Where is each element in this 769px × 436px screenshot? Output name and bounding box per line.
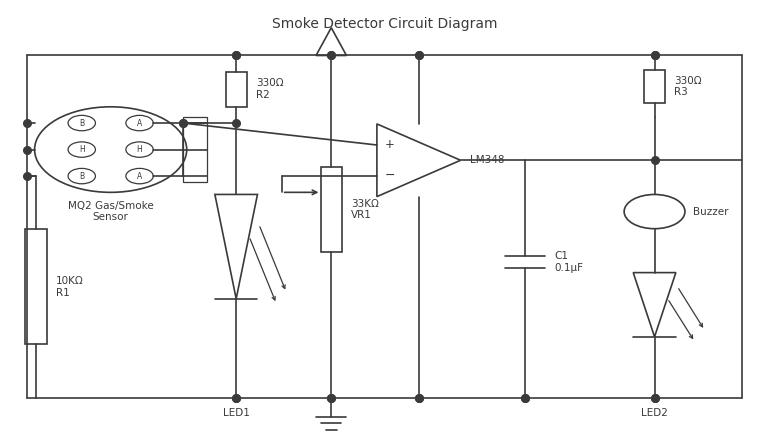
Text: +: +: [384, 139, 394, 151]
Text: A: A: [137, 172, 142, 181]
Text: LED2: LED2: [641, 408, 668, 418]
Text: 330Ω
R2: 330Ω R2: [256, 78, 284, 100]
Text: Smoke Detector Circuit Diagram: Smoke Detector Circuit Diagram: [271, 17, 498, 31]
Text: B: B: [79, 172, 85, 181]
Text: A: A: [137, 119, 142, 128]
Text: H: H: [137, 145, 142, 154]
Text: LED1: LED1: [223, 408, 250, 418]
Text: 330Ω
R3: 330Ω R3: [674, 76, 702, 97]
Bar: [644, 70, 665, 102]
Text: B: B: [79, 119, 85, 128]
Bar: [25, 229, 47, 344]
Text: −: −: [384, 169, 395, 182]
Bar: [225, 72, 247, 107]
Text: Buzzer: Buzzer: [693, 207, 728, 217]
Bar: [183, 117, 208, 182]
Text: 33KΩ
VR1: 33KΩ VR1: [351, 199, 379, 220]
Bar: [321, 167, 342, 252]
Text: MQ2 Gas/Smoke
Sensor: MQ2 Gas/Smoke Sensor: [68, 201, 154, 222]
Text: 10KΩ
R1: 10KΩ R1: [56, 276, 84, 298]
Text: H: H: [79, 145, 85, 154]
Text: LM348: LM348: [470, 155, 504, 165]
Text: C1
0.1μF: C1 0.1μF: [554, 251, 583, 272]
